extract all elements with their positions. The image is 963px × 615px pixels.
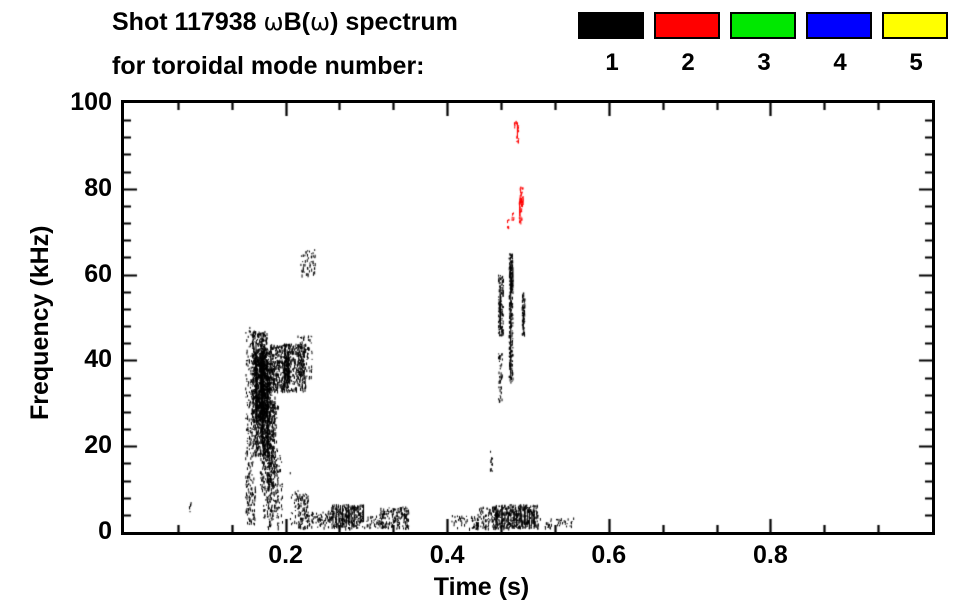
legend-label-3: 3 [757,49,771,76]
y-tick-label-40: 40 [84,345,112,374]
legend-swatch-3 [730,12,796,39]
x-axis-title: Time (s) [433,573,530,601]
legend-swatch-5 [882,12,948,39]
legend: 1 2 3 4 5 [578,12,958,92]
legend-swatch-2 [654,12,720,39]
figure-title-line-2: for toroidal mode number: [112,52,425,80]
legend-swatch-1 [578,12,644,39]
legend-label-2: 2 [681,49,695,76]
omega-symbol-2: ω [309,8,331,36]
legend-label-4: 4 [833,49,847,76]
title-mid: B( [283,8,310,36]
legend-item-1[interactable]: 1 [578,12,646,75]
x-tick-label-0.8: 0.8 [753,541,788,569]
y-axis-tick-labels: 0 20 40 60 80 100 [0,0,112,615]
y-tick-label-80: 80 [84,173,112,202]
spectrogram-canvas [124,103,932,532]
legend-label-1: 1 [605,49,619,76]
omega-symbol-1: ω [263,8,284,36]
x-tick-label-0.2: 0.2 [268,541,303,569]
legend-item-2[interactable]: 2 [654,12,722,75]
legend-swatch-4 [806,12,872,39]
x-tick-label-0.4: 0.4 [429,541,465,569]
y-tick-label-60: 60 [84,259,112,288]
plot-frame [121,100,935,535]
y-tick-label-0: 0 [98,517,112,545]
y-tick-label-20: 20 [84,431,112,460]
x-tick-label-0.6: 0.6 [591,541,627,569]
y-axis-title: Frequency (kHz) [26,225,54,420]
figure-header: Shot 117938 ωB(ω) spectrum for toroidal … [0,0,963,96]
legend-label-5: 5 [909,49,923,76]
legend-item-4[interactable]: 4 [806,12,874,75]
title-prefix: Shot 117938 [112,8,264,36]
figure-title-line-1: Shot 117938 ωB(ω) spectrum [112,8,458,37]
legend-item-3[interactable]: 3 [730,12,798,75]
y-tick-label-100: 100 [70,88,112,116]
legend-item-5[interactable]: 5 [882,12,950,75]
title-suffix: ) spectrum [330,8,458,36]
